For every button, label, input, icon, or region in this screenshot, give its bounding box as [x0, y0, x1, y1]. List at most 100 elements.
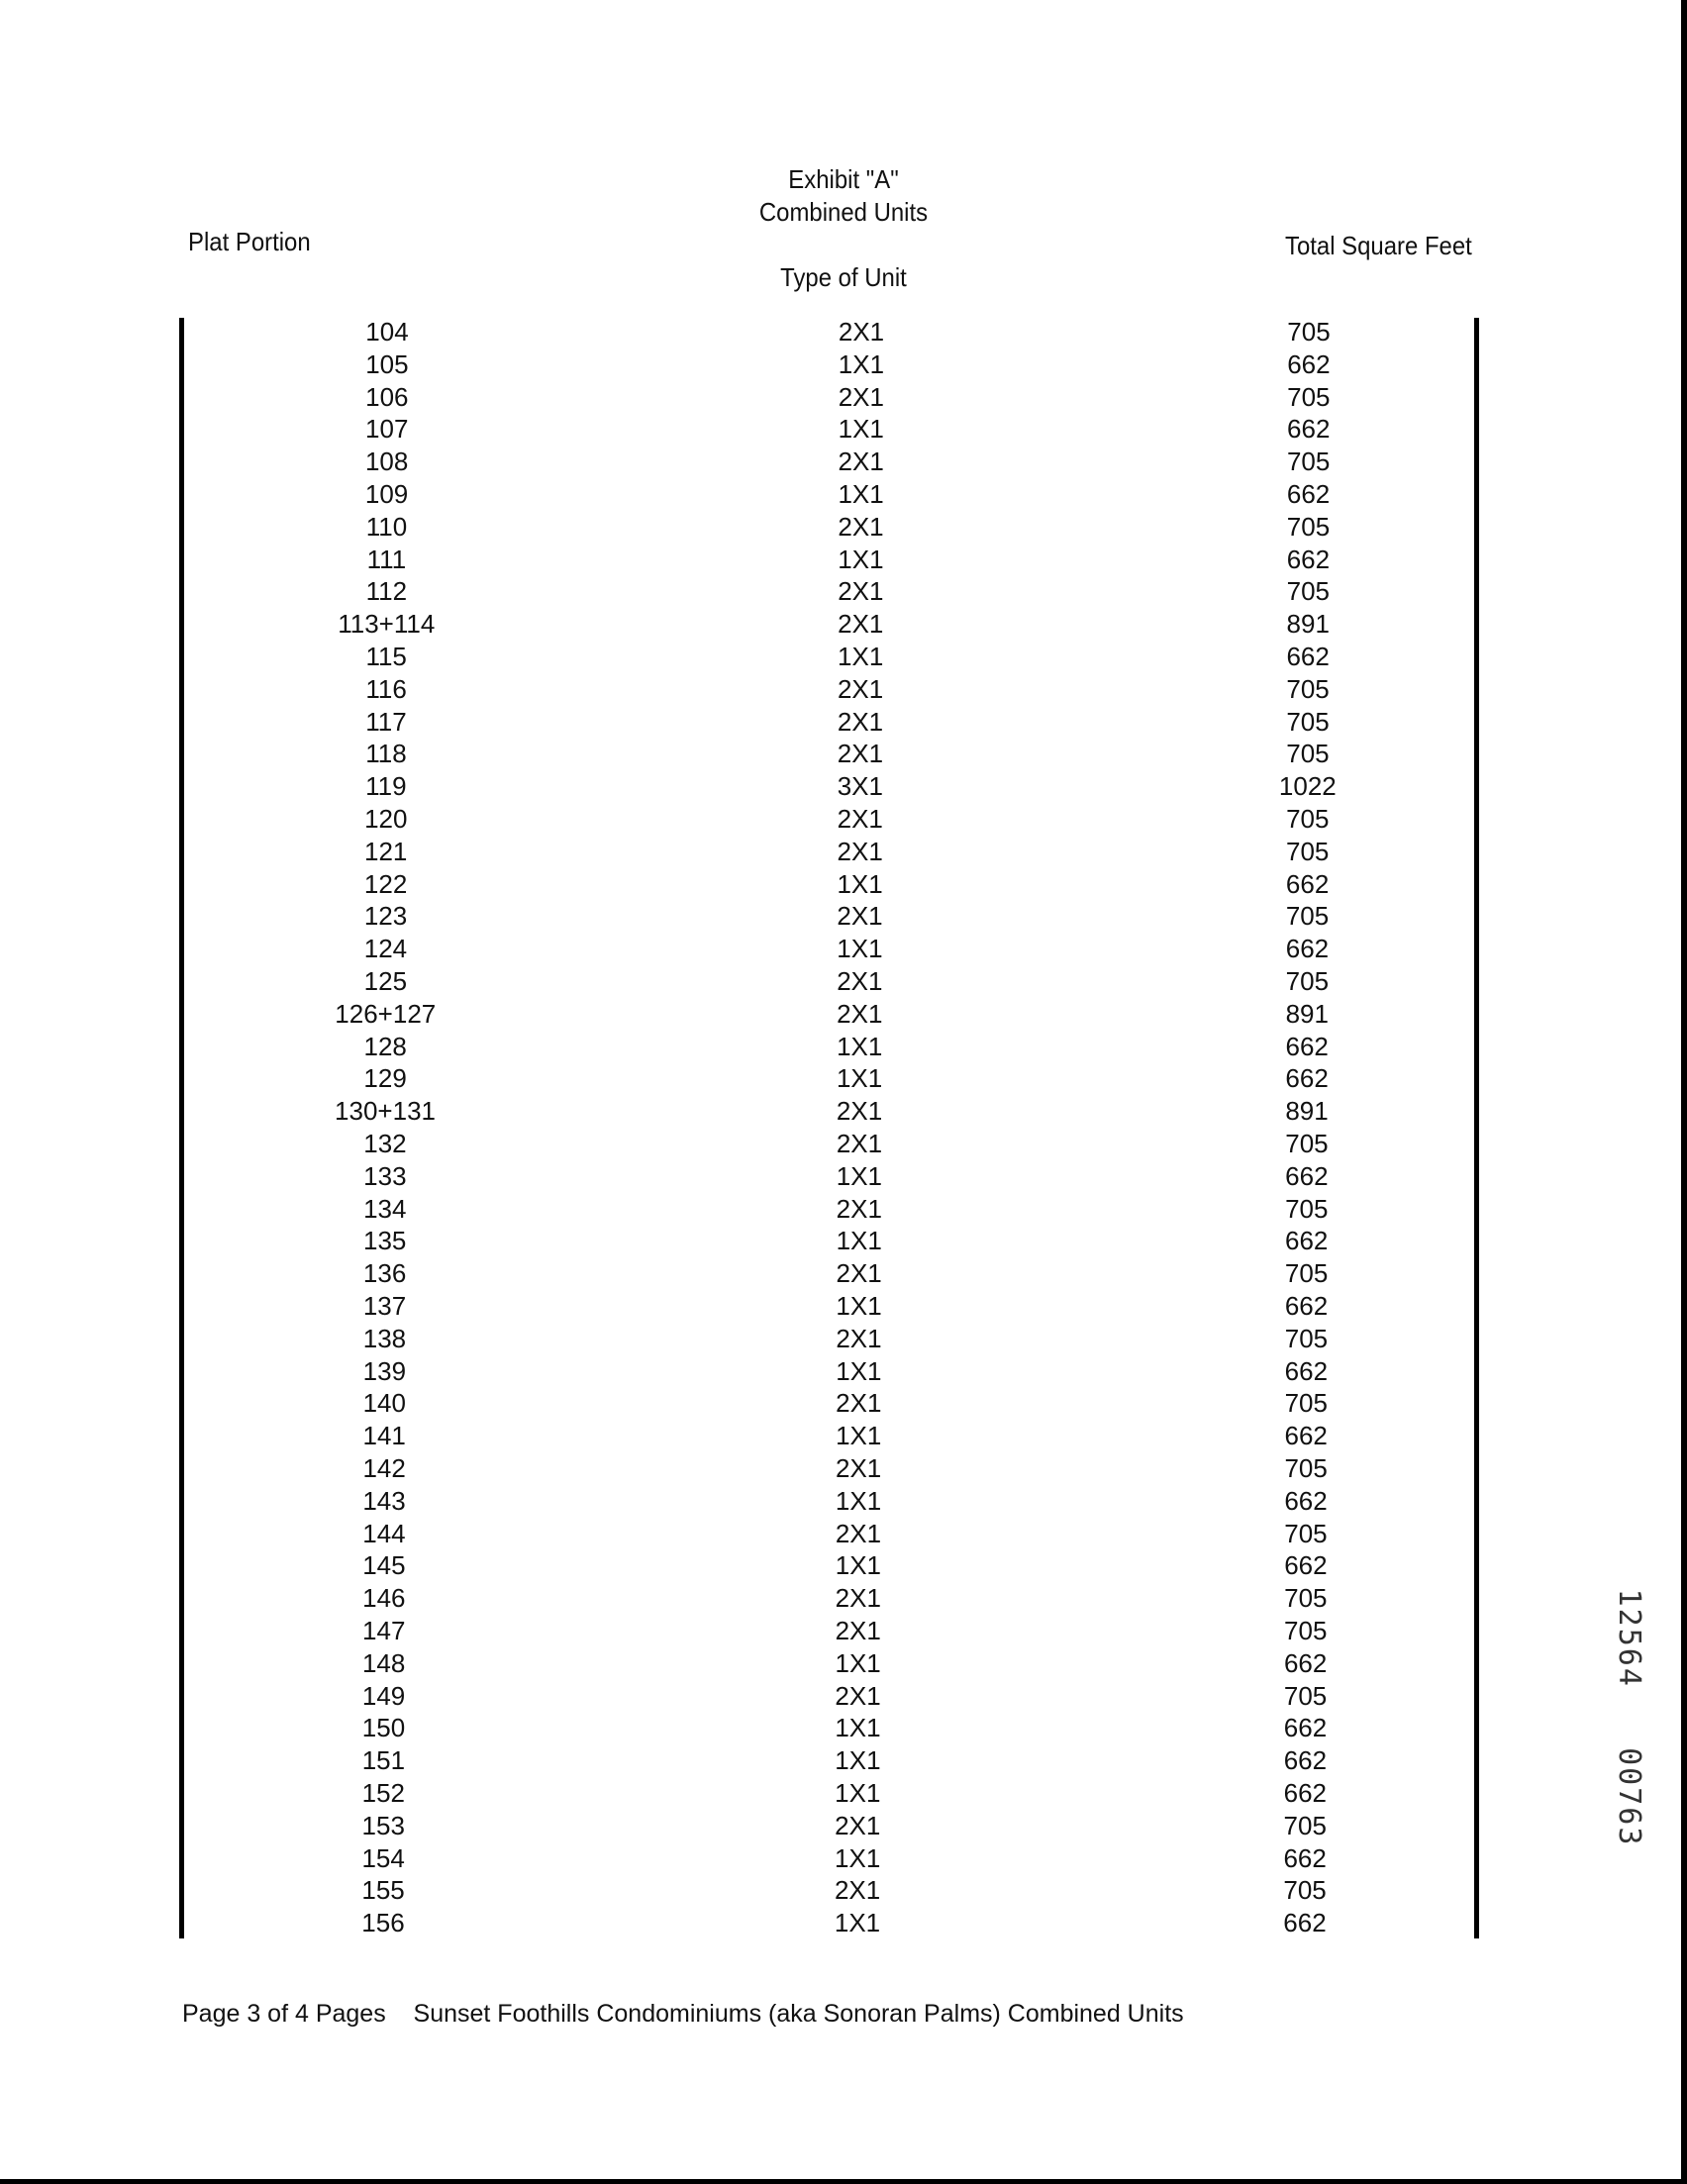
unit-type-cell: 1X1 — [835, 1647, 881, 1678]
square-feet-cell: 662 — [1285, 1226, 1329, 1256]
plat-portion-cell: 148 — [361, 1647, 406, 1678]
table-row: 135 1X1 662 — [0, 1226, 1687, 1258]
column-header-type-of-unit: Type of Unit — [780, 262, 907, 292]
plat-portion-cell: 107 — [365, 414, 409, 445]
unit-type-cell: 2X1 — [836, 1193, 882, 1224]
unit-type-cell: 1X1 — [836, 1226, 882, 1256]
square-feet-cell: 705 — [1286, 706, 1330, 737]
unit-type-cell: 1X1 — [838, 348, 885, 379]
exhibit-subtitle: Combined Units — [758, 197, 929, 227]
unit-type-cell: 2X1 — [834, 1875, 881, 1906]
table-row: 117 2X1 705 — [0, 707, 1687, 740]
plat-portion-cell: 152 — [361, 1778, 405, 1808]
table-row: 137 1X1 662 — [0, 1291, 1687, 1324]
table-row: 133 1X1 662 — [0, 1161, 1687, 1194]
unit-type-cell: 1X1 — [836, 1063, 883, 1094]
page-edge-right — [1681, 0, 1687, 2184]
plat-portion-cell: 130+131 — [335, 1096, 436, 1127]
square-feet-cell: 705 — [1286, 447, 1331, 477]
unit-type-cell: 2X1 — [838, 317, 885, 347]
square-feet-cell: 705 — [1286, 673, 1330, 704]
page-number: Page 3 of 4 Pages — [182, 2000, 386, 2028]
table-row: 110 2X1 705 — [0, 512, 1687, 545]
square-feet-cell: 705 — [1285, 836, 1330, 866]
table-row: 140 2X1 705 — [0, 1388, 1687, 1421]
square-feet-cell: 705 — [1285, 1193, 1329, 1224]
plat-portion-cell: 136 — [362, 1258, 407, 1289]
table-row: 146 2X1 705 — [0, 1583, 1687, 1616]
table-row: 106 2X1 705 — [0, 382, 1687, 415]
square-feet-cell: 705 — [1286, 804, 1330, 834]
unit-type-cell: 1X1 — [837, 868, 883, 899]
unit-type-cell: 1X1 — [838, 414, 884, 445]
table-row: 116 2X1 705 — [0, 674, 1687, 707]
table-row: 153 2X1 705 — [0, 1811, 1687, 1843]
plat-portion-cell: 139 — [362, 1355, 407, 1386]
unit-type-cell: 2X1 — [838, 576, 884, 607]
unit-type-cell: 1X1 — [837, 934, 883, 964]
table-row: 143 1X1 662 — [0, 1486, 1687, 1519]
plat-portion-cell: 138 — [362, 1323, 407, 1353]
table-row: 142 2X1 705 — [0, 1453, 1687, 1486]
plat-portion-cell: 140 — [362, 1388, 406, 1419]
table-row: 152 1X1 662 — [0, 1778, 1687, 1811]
unit-type-cell: 1X1 — [835, 1745, 881, 1776]
square-feet-cell: 662 — [1284, 1421, 1328, 1451]
plat-portion-cell: 151 — [361, 1745, 406, 1776]
plat-portion-cell: 108 — [364, 447, 409, 477]
plat-portion-cell: 154 — [361, 1842, 405, 1873]
square-feet-cell: 705 — [1285, 1129, 1329, 1158]
table-row: 148 1X1 662 — [0, 1648, 1687, 1681]
unit-type-cell: 1X1 — [837, 1031, 883, 1061]
table-row: 111 1X1 662 — [0, 545, 1687, 577]
unit-type-cell: 2X1 — [837, 966, 883, 996]
unit-type-cell: 2X1 — [837, 739, 884, 769]
table-row: 136 2X1 705 — [0, 1258, 1687, 1291]
unit-type-cell: 2X1 — [837, 706, 884, 737]
square-feet-cell: 662 — [1283, 1842, 1327, 1873]
plat-portion-cell: 128 — [363, 1031, 407, 1061]
unit-type-cell: 1X1 — [835, 1778, 881, 1808]
plat-portion-cell: 105 — [365, 348, 409, 379]
table-row: 123 2X1 705 — [0, 901, 1687, 934]
square-feet-cell: 705 — [1283, 1680, 1328, 1711]
square-feet-cell: 705 — [1285, 901, 1330, 932]
unit-type-cell: 2X1 — [835, 1810, 881, 1840]
plat-portion-cell: 119 — [365, 771, 407, 802]
unit-type-cell: 2X1 — [835, 1518, 882, 1548]
table-row: 138 2X1 705 — [0, 1324, 1687, 1356]
unit-type-cell: 2X1 — [838, 447, 884, 477]
square-feet-cell: 705 — [1286, 576, 1331, 607]
square-feet-cell: 891 — [1285, 998, 1329, 1029]
plat-portion-cell: 135 — [363, 1226, 407, 1256]
plat-portion-cell: 111 — [366, 544, 407, 574]
plat-portion-cell: 132 — [363, 1129, 407, 1158]
plat-portion-cell: 104 — [365, 317, 409, 347]
table-row: 144 2X1 705 — [0, 1519, 1687, 1551]
square-feet-cell: 662 — [1284, 1485, 1328, 1516]
unit-type-cell: 2X1 — [837, 804, 883, 834]
plat-portion-cell: 150 — [361, 1713, 406, 1743]
square-feet-cell: 662 — [1286, 479, 1331, 509]
table-left-rule — [179, 318, 184, 1938]
table-row: 132 2X1 705 — [0, 1129, 1687, 1161]
unit-type-cell: 3X1 — [837, 771, 883, 802]
table-row: 119 3X1 1022 — [0, 771, 1687, 804]
unit-type-cell: 2X1 — [837, 998, 883, 1029]
unit-type-cell: 2X1 — [838, 609, 884, 640]
plat-portion-cell: 146 — [362, 1583, 406, 1614]
plat-portion-cell: 144 — [362, 1518, 406, 1548]
square-feet-cell: 891 — [1286, 609, 1330, 640]
unit-type-cell: 1X1 — [835, 1550, 882, 1581]
unit-type-cell: 2X1 — [835, 1583, 881, 1614]
stamp-line-1: 12564 — [1612, 1588, 1646, 1688]
table-right-rule — [1474, 318, 1479, 1938]
square-feet-cell: 662 — [1285, 868, 1330, 899]
table-row: 120 2X1 705 — [0, 804, 1687, 837]
table-row: 151 1X1 662 — [0, 1745, 1687, 1778]
plat-portion-cell: 117 — [365, 706, 407, 737]
plat-portion-cell: 110 — [365, 511, 408, 542]
plat-portion-cell: 109 — [364, 479, 409, 509]
column-header-total-square-feet: Total Square Feet — [1285, 231, 1472, 260]
table-row: 128 1X1 662 — [0, 1032, 1687, 1064]
